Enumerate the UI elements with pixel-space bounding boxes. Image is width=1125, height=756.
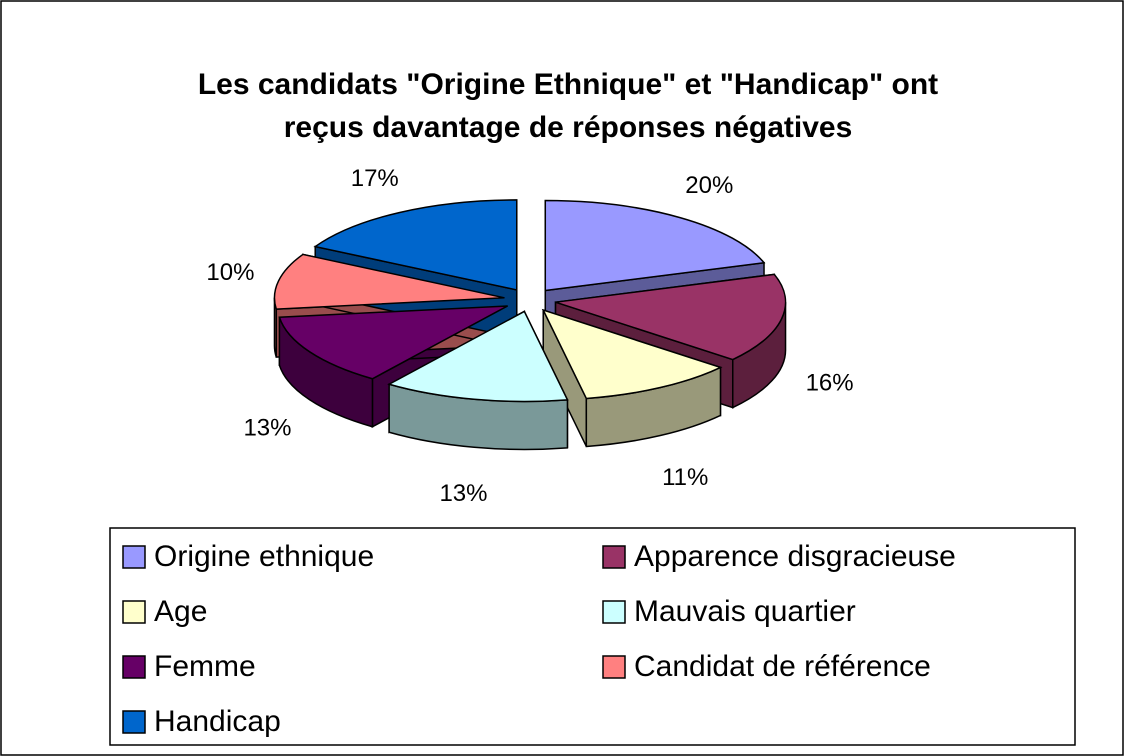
legend-swatch: [122, 545, 146, 569]
legend-swatch: [602, 600, 626, 624]
legend-label: Apparence disgracieuse: [634, 540, 956, 573]
legend-label: Age: [154, 595, 207, 628]
chart-title: Les candidats "Origine Ethnique" et "Han…: [198, 68, 938, 101]
slice: [541, 308, 723, 400]
legend-swatch: [122, 600, 146, 624]
pie-tops: [273, 199, 787, 403]
data-label: 17%: [351, 165, 399, 192]
data-label: 13%: [243, 415, 291, 442]
slice: [387, 310, 569, 403]
data-label: 11%: [662, 464, 708, 491]
legend-label: Origine ethnique: [154, 540, 374, 573]
legend-label: Femme: [154, 650, 256, 683]
slice: [278, 305, 508, 380]
slice: [313, 199, 518, 291]
slice: [555, 273, 787, 361]
legend-label: Handicap: [154, 705, 281, 738]
chart-title: reçus davantage de réponses négatives: [284, 111, 853, 144]
legend-label: Mauvais quartier: [634, 595, 856, 628]
legend-swatch: [602, 655, 626, 679]
data-label: 20%: [685, 172, 733, 199]
data-label: 10%: [206, 259, 254, 286]
legend-swatch: [122, 710, 146, 734]
slice: [273, 253, 505, 310]
legend-label: Candidat de référence: [634, 650, 931, 683]
data-label: 16%: [806, 370, 854, 397]
data-label: 13%: [439, 480, 487, 507]
legend-swatch: [122, 655, 146, 679]
legend-swatch: [602, 545, 626, 569]
slice: [544, 199, 766, 292]
legend-box: [109, 527, 1076, 746]
